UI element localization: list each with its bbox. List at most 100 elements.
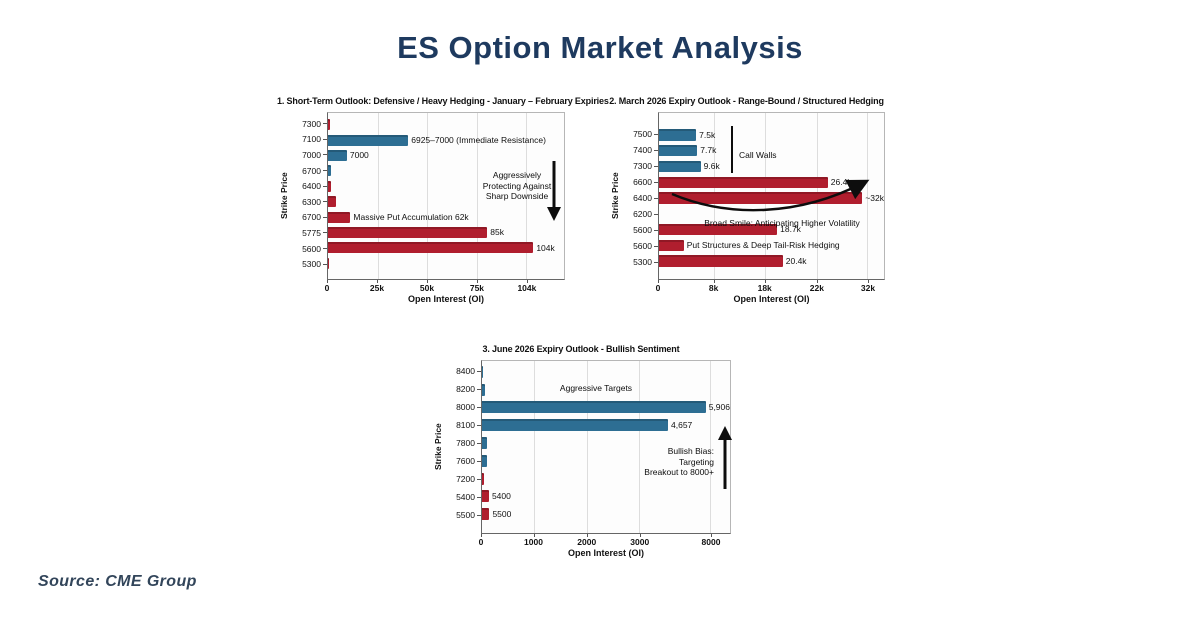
gridline xyxy=(476,113,478,279)
x-tick-label: 25k xyxy=(369,283,385,293)
down-arrow-icon xyxy=(547,161,561,221)
strike-tick-label: 5500 xyxy=(445,506,481,524)
chart-short-term-outlook: 1. Short-Term Outlook: Defensive / Heavy… xyxy=(277,96,609,304)
strike-tick-label: 6300 xyxy=(291,194,327,210)
x-tick-label: 8k xyxy=(708,283,719,293)
oi-bar-6400 xyxy=(328,180,332,192)
x-tick-label: 0 xyxy=(478,537,484,547)
strike-tick-label: 7400 xyxy=(622,142,658,158)
oi-bar-8400 xyxy=(482,365,484,378)
strike-tick-label: 8400 xyxy=(445,362,481,380)
oi-bar-6400 xyxy=(659,192,863,204)
y-axis-label: Strike Price xyxy=(279,172,289,220)
oi-bar-7000 xyxy=(328,149,347,162)
y-axis-label: Strike Price xyxy=(433,423,443,471)
oi-bar-5600 xyxy=(659,223,778,236)
oi-bar-5600 xyxy=(659,239,684,252)
gridlines xyxy=(482,361,730,533)
strike-tick-label: 5775 xyxy=(291,225,327,241)
oi-bar-7800 xyxy=(482,437,488,450)
annotation-downside-protection: Aggressively Protecting Against Sharp Do… xyxy=(482,170,552,202)
oi-bar-6700 xyxy=(328,211,351,223)
strike-axis: 7300 7100 7000 6700 6400 6300 6700 5775 5600 5300 xyxy=(291,112,327,280)
strike-tick-label: 5600 xyxy=(622,222,658,238)
chart-title: 2. March 2026 Expiry Outlook - Range-Bou… xyxy=(609,96,884,106)
up-arrow-icon xyxy=(718,426,732,489)
bar-row xyxy=(482,363,730,381)
x-tick-label: 50k xyxy=(419,283,435,293)
strike-tick-label: 6400 xyxy=(622,190,658,206)
bar-rows: 7.5k 7.7k 9.6k 26.4k ~32k 18.7k Put Structures… xyxy=(659,113,884,279)
strike-tick-label: 6700 xyxy=(291,163,327,179)
oi-bar-8100 xyxy=(482,419,668,432)
bar-row xyxy=(328,194,564,209)
x-axis-label: Open Interest (OI) xyxy=(733,294,810,304)
bar-row xyxy=(328,256,564,271)
x-axis: 0 1000 2000 3000 8000 xyxy=(478,534,731,547)
bar-row: Massive Put Accumulation 62k xyxy=(328,209,564,224)
chart-march-2026-outlook: 2. March 2026 Expiry Outlook - Range-Bou… xyxy=(608,96,885,304)
bar-value-label: 4,657 xyxy=(671,419,693,430)
chart-title: 3. June 2026 Expiry Outlook - Bullish Se… xyxy=(482,344,680,354)
x-tick-mark xyxy=(764,280,766,283)
strike-tick-label: 7300 xyxy=(291,116,327,132)
y-axis-label: Strike Price xyxy=(610,172,620,220)
bar-row: 5,906 xyxy=(482,399,730,417)
bar-row xyxy=(328,179,564,194)
smile-curve-arrow-icon xyxy=(671,179,870,212)
strike-axis: 7500 7400 7300 6600 6400 6200 5600 5600 5300 xyxy=(622,112,658,280)
gridline xyxy=(526,113,528,279)
oi-bar-7600 xyxy=(482,454,488,467)
bar-row xyxy=(328,163,564,178)
bar-row: 7000 xyxy=(328,148,564,163)
bar-row: 26.4k xyxy=(659,174,884,190)
x-tick-label: 104k xyxy=(517,283,537,293)
oi-bar-5400 xyxy=(482,490,489,503)
x-tick-label: 0 xyxy=(655,283,661,293)
source-attribution: Source: CME Group xyxy=(38,573,197,590)
bar-row: 18.7k xyxy=(659,222,884,238)
x-tick-label: 75k xyxy=(469,283,485,293)
oi-bar-7200 xyxy=(482,472,484,485)
oi-bar-7100 xyxy=(328,134,409,146)
strike-tick-label: 7300 xyxy=(622,158,658,174)
x-tick-mark xyxy=(476,280,478,283)
bar-value-label: ~32k xyxy=(865,192,884,203)
gridline xyxy=(427,113,429,279)
oi-bar-5500 xyxy=(482,508,490,521)
x-tick-mark xyxy=(533,534,535,537)
bar-row: Put Structures & Deep Tail-Risk Hedging xyxy=(659,237,884,253)
plot-area: 5,906 4,657 5400 5500 Aggressive Targets Bu… xyxy=(481,360,732,534)
oi-bar-7300 xyxy=(328,119,330,131)
x-axis-label: Open Interest (OI) xyxy=(407,294,484,304)
x-tick-mark xyxy=(481,534,482,537)
strike-tick-label: 6200 xyxy=(622,206,658,222)
chart-june-2026-outlook: 3. June 2026 Expiry Outlook - Bullish Se… xyxy=(431,344,732,558)
bar-row: 6925–7000 (Immediate Resistance) xyxy=(328,132,564,147)
x-tick-mark xyxy=(327,280,328,283)
strike-tick-label: 7100 xyxy=(291,132,327,148)
x-tick-mark xyxy=(376,280,378,283)
x-tick-mark xyxy=(711,534,712,537)
strike-tick-label: 6700 xyxy=(291,210,327,226)
strike-tick-label: 7600 xyxy=(445,452,481,470)
bar-value-label: 7.7k xyxy=(700,145,717,156)
strike-tick-label: 7000 xyxy=(291,147,327,163)
annotation-broad-smile: Broad Smile: Anticipating Higher Volatil… xyxy=(704,218,860,228)
gridline xyxy=(710,361,712,533)
bar-value-label: 26.4k xyxy=(830,176,852,187)
oi-bar-8200 xyxy=(482,383,485,396)
x-tick-mark xyxy=(426,280,428,283)
bar-row: 20.4k xyxy=(659,253,884,269)
oi-bar-6600 xyxy=(659,176,828,188)
strike-tick-label: 7500 xyxy=(622,126,658,142)
strike-tick-label: 6400 xyxy=(291,178,327,194)
strike-tick-label: 5300 xyxy=(291,256,327,272)
bar-row: 5400 xyxy=(482,487,730,505)
x-tick-label: 3000 xyxy=(630,537,650,547)
bar-row: 7.5k xyxy=(659,127,884,143)
bar-row xyxy=(482,381,730,399)
x-axis: 0 25k 50k 75k 104k xyxy=(325,280,565,293)
x-tick-label: 18k xyxy=(757,283,772,293)
bar-row xyxy=(482,470,730,488)
